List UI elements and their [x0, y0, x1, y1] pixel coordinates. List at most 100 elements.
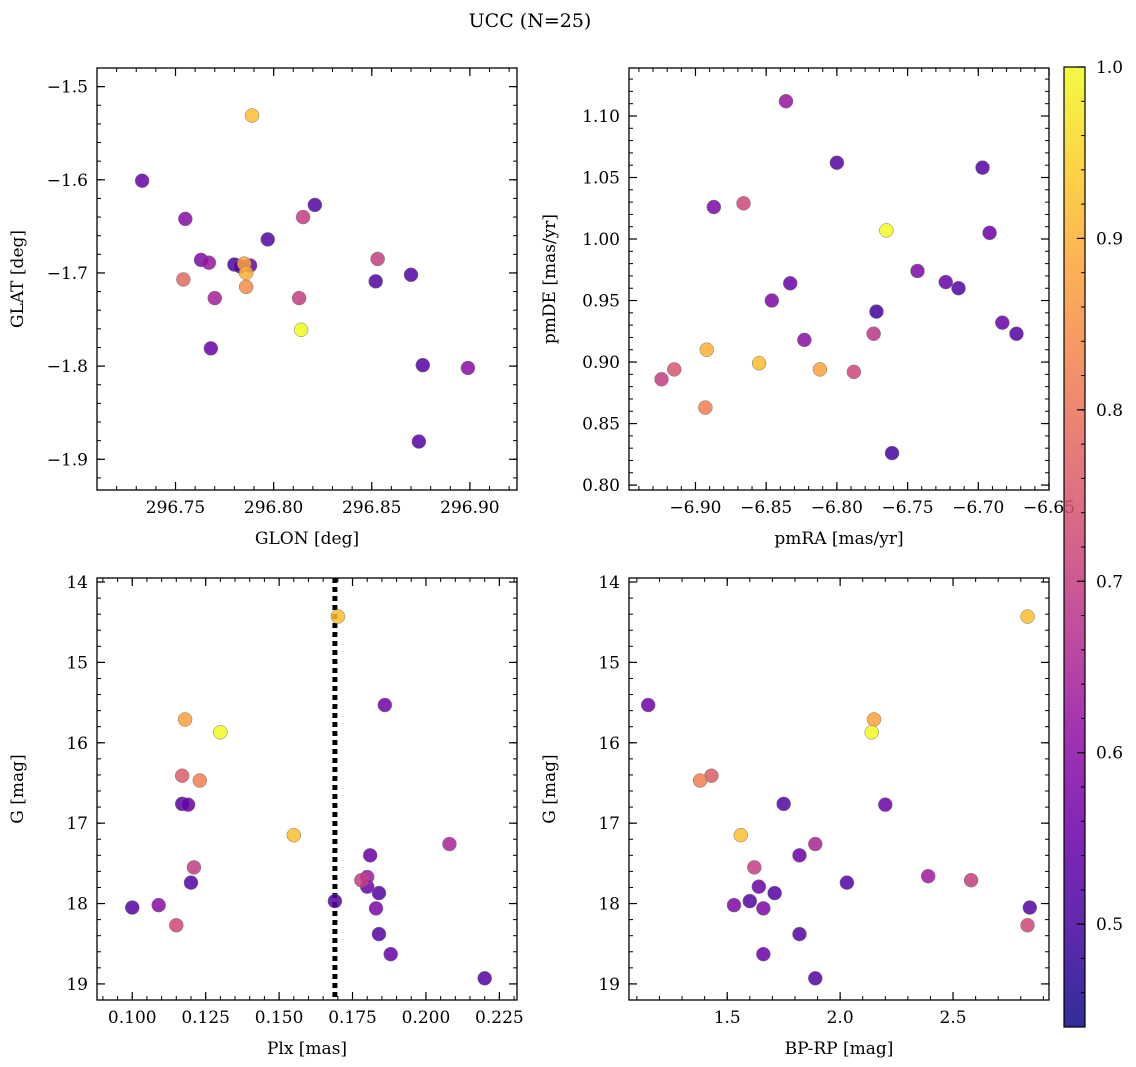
scatter-point [186, 860, 202, 875]
x-axis-label: GLON [deg] [255, 529, 359, 549]
minor-ticks [629, 578, 1049, 1001]
scatter-point [963, 872, 979, 888]
scatter-point [180, 797, 196, 812]
y-tick-label: 0.80 [582, 476, 620, 496]
y-tick-label: −1.6 [47, 171, 88, 191]
x-tick-label: −6.70 [952, 498, 1004, 518]
x-axis-label: Plx [mas] [267, 1039, 347, 1059]
y-tick-label: 1.05 [582, 168, 620, 188]
y-tick-label: 0.85 [582, 415, 620, 435]
scatter-point [1020, 917, 1035, 933]
scatter-point [477, 971, 492, 986]
scatter-point [192, 773, 208, 788]
scatter-point [286, 827, 302, 843]
x-axis-label: pmRA [mas/yr] [774, 529, 903, 549]
scatter-point [792, 848, 807, 863]
x-tick-label: 1.5 [714, 1008, 741, 1028]
scatter-point [368, 274, 383, 289]
colorbar-tick-label: 0.9 [1096, 229, 1123, 249]
colorbar-tick-label: 0.6 [1096, 744, 1123, 764]
scatter-point [706, 199, 722, 215]
scatter-point [692, 773, 708, 788]
colorbar-tick-label: 0.5 [1096, 915, 1123, 935]
scatter-point [797, 332, 812, 348]
scatter-point [733, 827, 749, 843]
scatter-point [698, 400, 713, 415]
scatter-point [213, 725, 228, 740]
scatter-point [371, 885, 387, 901]
x-tick-label: −6.90 [669, 498, 721, 518]
scatter-point [169, 917, 184, 933]
y-tick-label: 17 [598, 814, 620, 834]
scatter-point [368, 901, 384, 916]
x-tick-label: −6.80 [811, 498, 863, 518]
scatter-point [764, 293, 780, 308]
scatter-point [207, 290, 223, 306]
minor-ticks [97, 578, 517, 1001]
scatter-point [1020, 609, 1035, 624]
y-tick-label: 15 [66, 653, 88, 673]
x-tick-label: −6.75 [882, 498, 934, 518]
axes-frame [96, 577, 518, 1001]
x-tick-label: 296.90 [440, 498, 499, 518]
x-tick-label: 2.5 [940, 1008, 967, 1028]
y-tick-label: −1.7 [47, 264, 88, 284]
scatter-point [782, 276, 798, 291]
panels: 296.75 296.80 296.85 296.90 −1.5 −1.6 −1.7 −1.8… [8, 67, 1075, 1059]
x-tick-label: 296.85 [342, 498, 401, 518]
minor-ticks [96, 67, 517, 490]
y-tick-label: 15 [598, 653, 620, 673]
scatter-point [176, 272, 191, 287]
x-tick-label: 0.175 [328, 1008, 377, 1028]
scatter-point [778, 93, 794, 109]
panel-bprp-g: 1.5 2.0 2.5 14 15 16 17 18 19 BP-RP [mag] G [mag] [540, 573, 1050, 1059]
y-axis-label: GLAT [deg] [8, 230, 28, 328]
x-tick-label: 0.150 [255, 1008, 304, 1028]
scatter-point [812, 362, 828, 377]
figure-title: UCC (N=25) [469, 10, 592, 32]
scatter-point [864, 725, 879, 740]
scatter-point [201, 255, 217, 270]
y-tick-label: −1.8 [47, 357, 88, 377]
y-axis-label: G [mag] [540, 754, 560, 823]
axes-frame [96, 67, 518, 491]
x-tick-label: 296.80 [244, 498, 303, 518]
scatter-point [460, 360, 476, 376]
scatter-point [792, 926, 807, 942]
axes-frame [628, 577, 1050, 1001]
scatter-point [975, 160, 990, 175]
y-tick-label: 19 [66, 975, 88, 995]
y-tick-label: 17 [66, 814, 88, 834]
scatter-point [995, 315, 1010, 330]
x-axis-label: BP-RP [mag] [785, 1039, 894, 1059]
y-tick-label: −1.9 [47, 450, 88, 470]
scatter-point [411, 434, 427, 449]
colorbar-tick-label: 1.0 [1096, 58, 1123, 78]
colorbar: 0.5 0.6 0.7 0.8 0.9 1.0 [1063, 58, 1123, 1028]
scatter-point [415, 357, 431, 373]
scatter-points [124, 609, 492, 986]
y-tick-label: 1.00 [582, 230, 620, 250]
scatter-point [920, 868, 936, 884]
colorbar-tick-label: 0.8 [1096, 401, 1123, 421]
scatter-point [756, 946, 771, 962]
scatter-point [151, 897, 166, 913]
panel-glon-glat: 296.75 296.80 296.85 296.90 −1.5 −1.6 −1.7 −1.8… [8, 67, 518, 549]
scatter-point [362, 848, 378, 863]
y-tick-label: 14 [66, 573, 88, 593]
scatter-point [846, 364, 862, 380]
y-tick-label: 16 [598, 734, 620, 754]
scatter-point [742, 893, 758, 909]
scatter-point [203, 341, 219, 356]
x-tick-label: 0.125 [181, 1008, 230, 1028]
y-tick-label: −1.5 [47, 78, 88, 98]
scatter-point [260, 232, 275, 247]
y-axis-label: G [mag] [8, 754, 28, 823]
y-tick-label: 16 [66, 734, 88, 754]
scatter-point [829, 155, 845, 170]
scatter-point [751, 356, 767, 371]
x-tick-label: 296.75 [146, 498, 205, 518]
scatter-point [776, 796, 791, 812]
scatter-point [654, 372, 669, 387]
